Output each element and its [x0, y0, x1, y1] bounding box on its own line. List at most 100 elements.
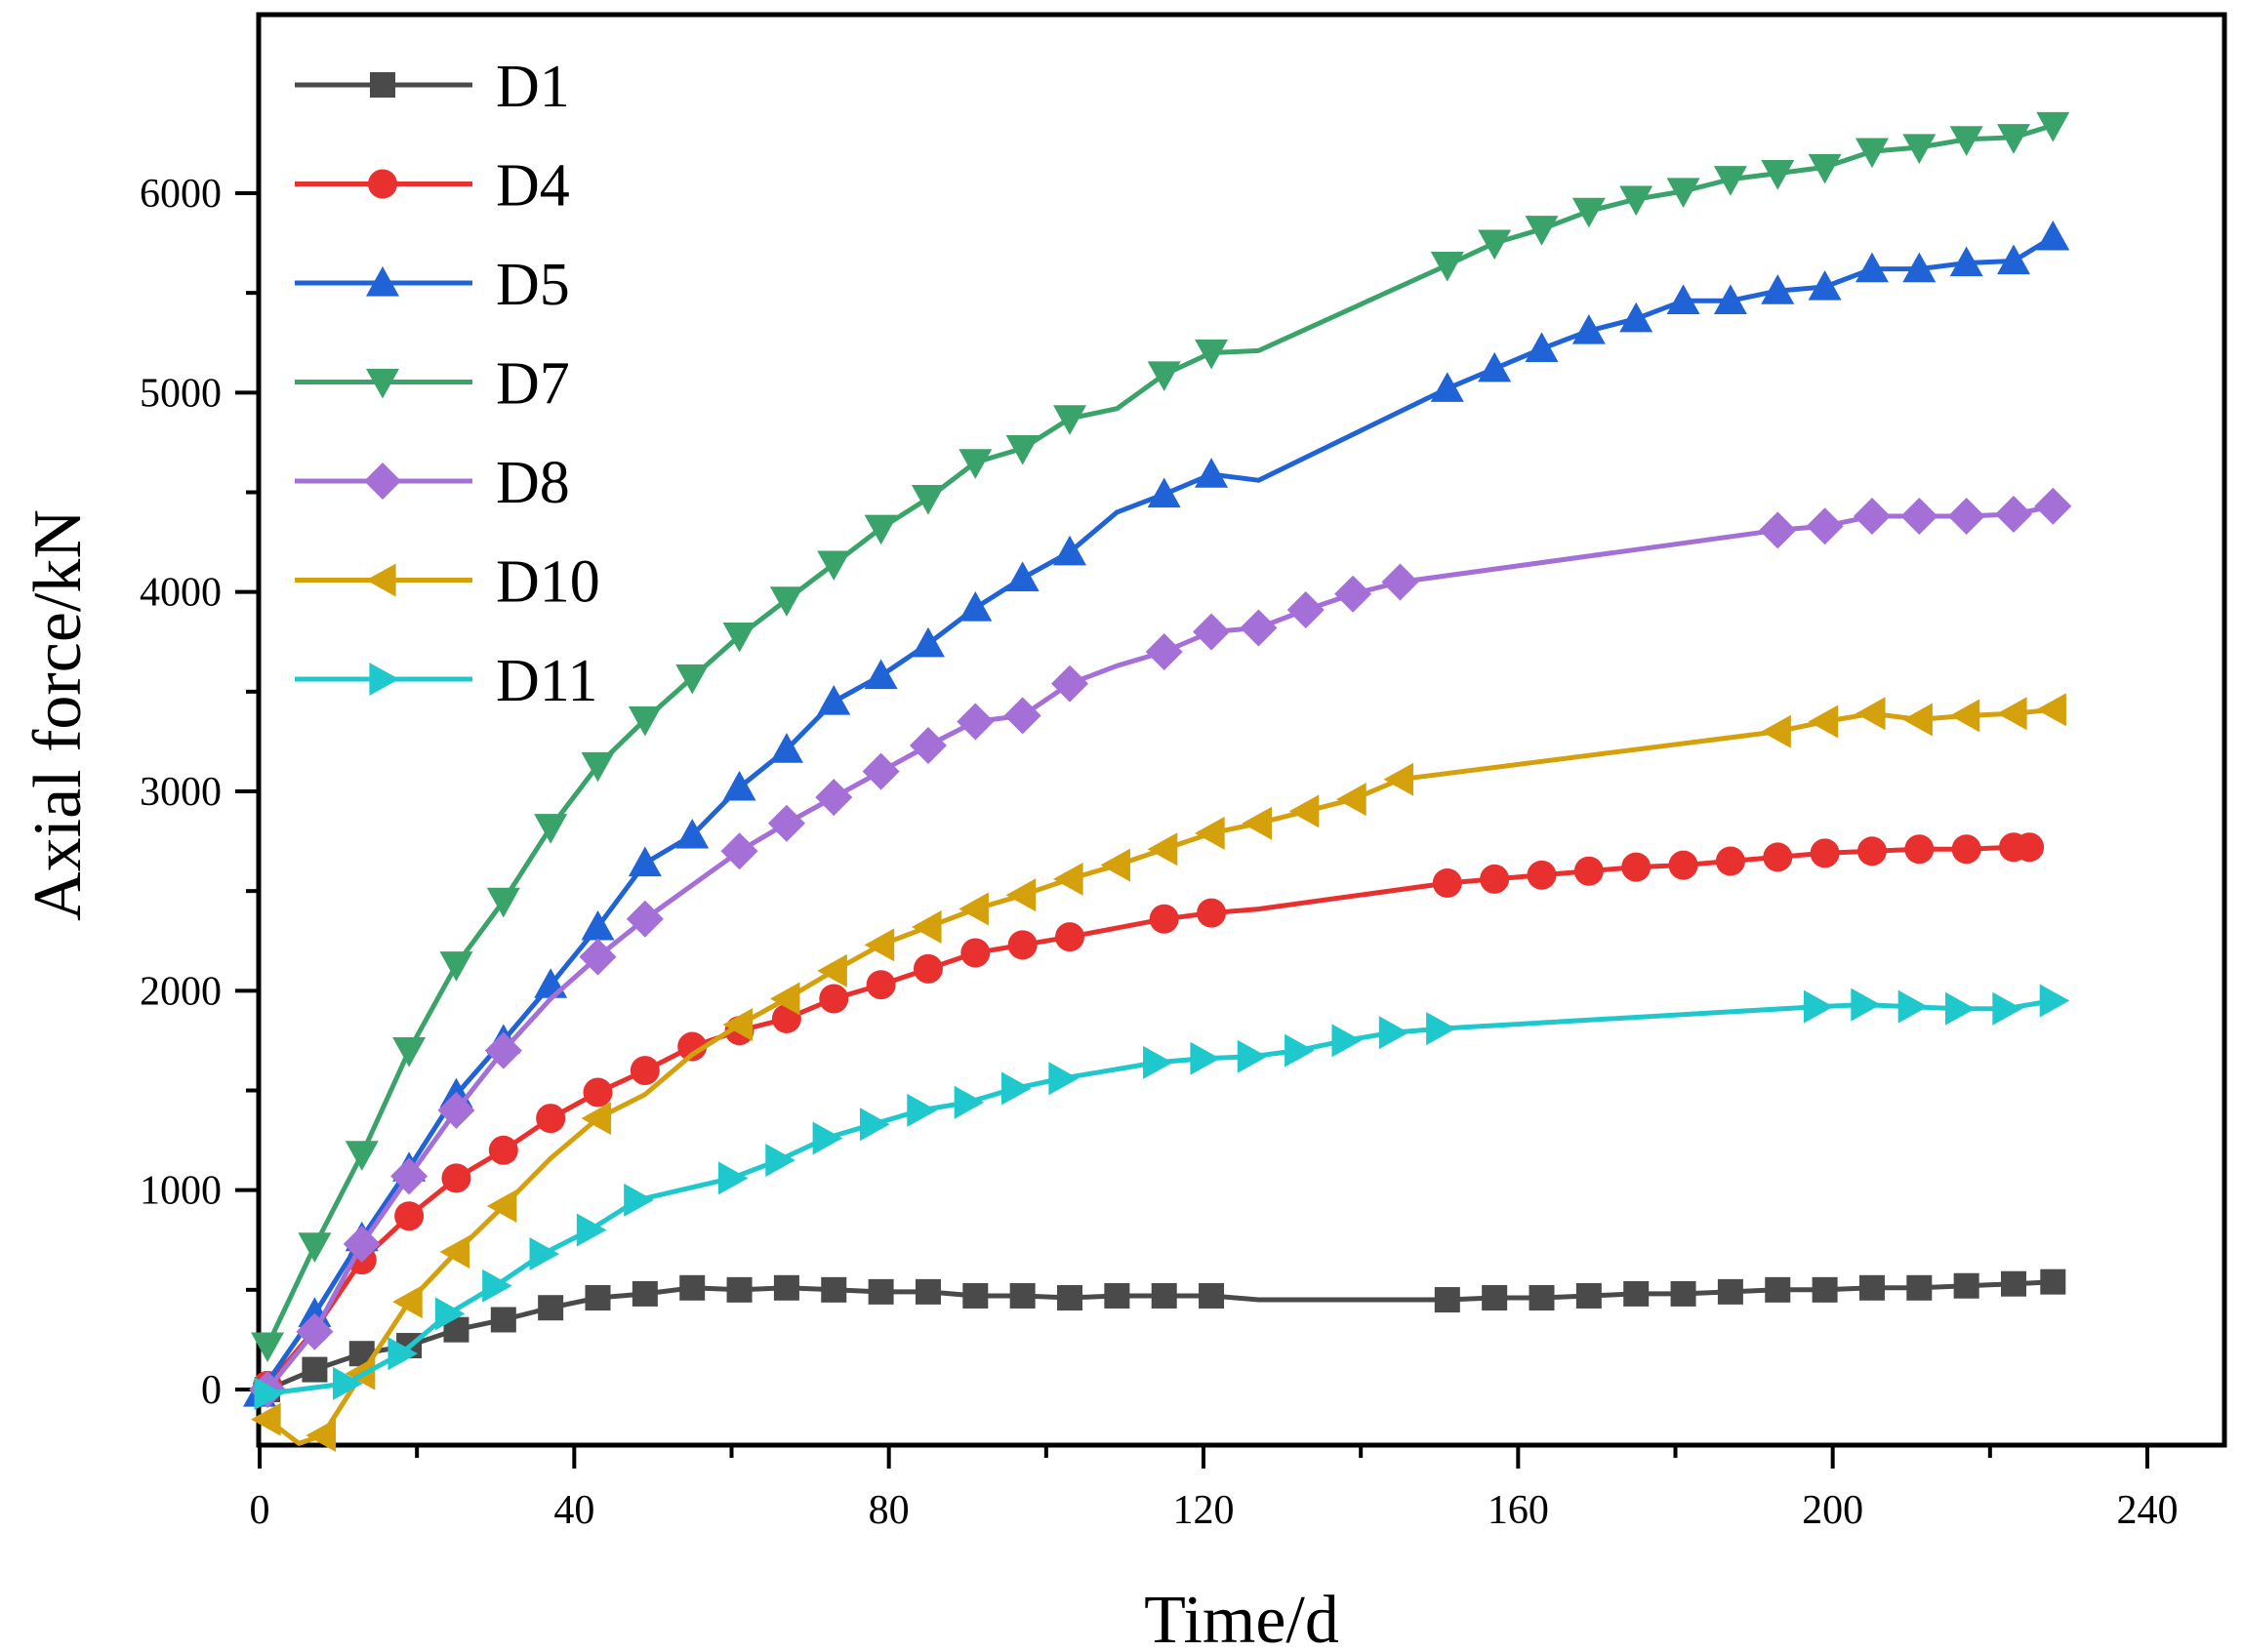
point-d4-4: [394, 1201, 425, 1231]
point-d1-18: [1057, 1285, 1083, 1311]
point-d8-28: [1995, 495, 2033, 533]
point-d4-13: [819, 984, 849, 1014]
point-d5-26: [1666, 284, 1700, 314]
point-d1-14: [868, 1278, 894, 1305]
point-d10-23: [1761, 714, 1791, 748]
point-d10-13: [958, 892, 989, 926]
point-d1-25: [1575, 1282, 1602, 1309]
point-d8-4: [390, 1157, 428, 1195]
y-tick-label-4: 3000: [140, 770, 222, 815]
point-d1-20: [1151, 1282, 1177, 1309]
point-d7-34: [2036, 111, 2070, 142]
point-d7-17: [1005, 434, 1040, 465]
point-d1-19: [1104, 1282, 1130, 1309]
point-d11-1: [254, 1377, 285, 1411]
point-d10-1: [251, 1402, 281, 1436]
point-d1-21: [1199, 1282, 1225, 1309]
point-d1-34: [2001, 1270, 2027, 1297]
point-d10-17: [1147, 832, 1178, 866]
point-d10-22: [1383, 762, 1414, 796]
point-d11-29: [2039, 984, 2070, 1018]
point-d7-25: [1619, 185, 1653, 217]
point-d10-29: [2036, 693, 2066, 727]
point-d10-4: [392, 1285, 423, 1319]
point-d10-2: [306, 1418, 337, 1452]
point-d11-14: [954, 1085, 985, 1119]
point-d7-33: [1997, 124, 2031, 154]
point-d1-22: [1434, 1287, 1460, 1313]
point-d7-2: [298, 1232, 332, 1263]
legend: D1 D4 D5 D7 D8 D10 D11: [295, 54, 600, 714]
point-d1-30: [1812, 1276, 1838, 1303]
x-tick-label-6: 200: [1802, 1488, 1863, 1533]
x-tick-label-5: 160: [1488, 1488, 1549, 1533]
point-d8-29: [2034, 487, 2072, 525]
point-d1-23: [1482, 1285, 1508, 1311]
point-d5-12: [769, 733, 803, 763]
point-d10-5: [439, 1235, 470, 1269]
point-d1-11: [726, 1276, 753, 1303]
point-d10-10: [817, 953, 847, 987]
point-d4-25: [1621, 852, 1652, 882]
point-d10-9: [769, 982, 800, 1016]
point-d7-1: [251, 1332, 285, 1363]
point-d4-26: [1668, 850, 1698, 880]
point-d5-14: [864, 659, 898, 690]
point-d8-9: [720, 832, 758, 870]
point-d11-18: [1190, 1041, 1220, 1075]
point-d8-18: [1193, 613, 1231, 651]
point-d4-7: [536, 1104, 566, 1134]
point-d5-24: [1571, 313, 1606, 344]
point-d7-24: [1571, 197, 1606, 228]
point-d1-10: [679, 1274, 706, 1301]
legend-label-d4-1: D4: [496, 153, 570, 220]
point-d10-19: [1242, 806, 1273, 840]
point-d11-12: [859, 1108, 890, 1142]
point-d8-7: [579, 938, 617, 976]
point-d10-20: [1288, 794, 1320, 828]
point-d11-11: [812, 1121, 843, 1155]
point-d4-17: [1007, 930, 1038, 960]
point-d11-8: [624, 1183, 654, 1217]
x-tick-label-7: 240: [2117, 1488, 2179, 1533]
point-d10-27: [1949, 699, 1980, 733]
point-d4-31: [1904, 834, 1935, 865]
point-d1-28: [1717, 1278, 1743, 1305]
point-d5-33: [1997, 244, 2031, 275]
point-d5-19: [1147, 477, 1181, 508]
point-d10-11: [864, 928, 895, 962]
point-d4-30: [1856, 836, 1887, 866]
point-d8-19: [1240, 609, 1278, 647]
point-d11-5: [482, 1269, 512, 1303]
point-d5-22: [1478, 351, 1512, 383]
point-d7-12: [769, 586, 803, 617]
point-d10-16: [1100, 848, 1130, 882]
point-d1-2: [302, 1356, 328, 1383]
point-d1-24: [1529, 1285, 1555, 1311]
point-d10-18: [1195, 816, 1225, 850]
point-d7-27: [1713, 166, 1747, 196]
point-d4-23: [1527, 860, 1557, 890]
legend-label-d1-1: D1: [496, 54, 570, 120]
y-tick-label-5: 4000: [140, 571, 222, 616]
point-d7-15: [911, 485, 945, 515]
x-tick-label-1: 0: [250, 1488, 270, 1533]
point-d7-32: [1949, 126, 1983, 156]
point-d5-15: [911, 626, 945, 658]
point-d11-3: [387, 1337, 419, 1371]
point-d7-7: [534, 814, 568, 844]
point-d11-26: [1897, 989, 1929, 1024]
point-d1-31: [1858, 1274, 1885, 1301]
point-d10-12: [911, 909, 942, 944]
point-d7-26: [1666, 178, 1700, 208]
y-tick-label-7: 6000: [140, 172, 222, 217]
point-d8-20: [1286, 591, 1325, 629]
point-d5-30: [1855, 252, 1889, 283]
point-d11-22: [1378, 1016, 1409, 1050]
point-d5-18: [1053, 535, 1087, 566]
point-d7-18: [1053, 405, 1087, 435]
point-d7-29: [1808, 153, 1842, 184]
point-d4-9: [630, 1056, 660, 1086]
point-d11-17: [1143, 1045, 1173, 1079]
point-d11-9: [717, 1161, 749, 1195]
